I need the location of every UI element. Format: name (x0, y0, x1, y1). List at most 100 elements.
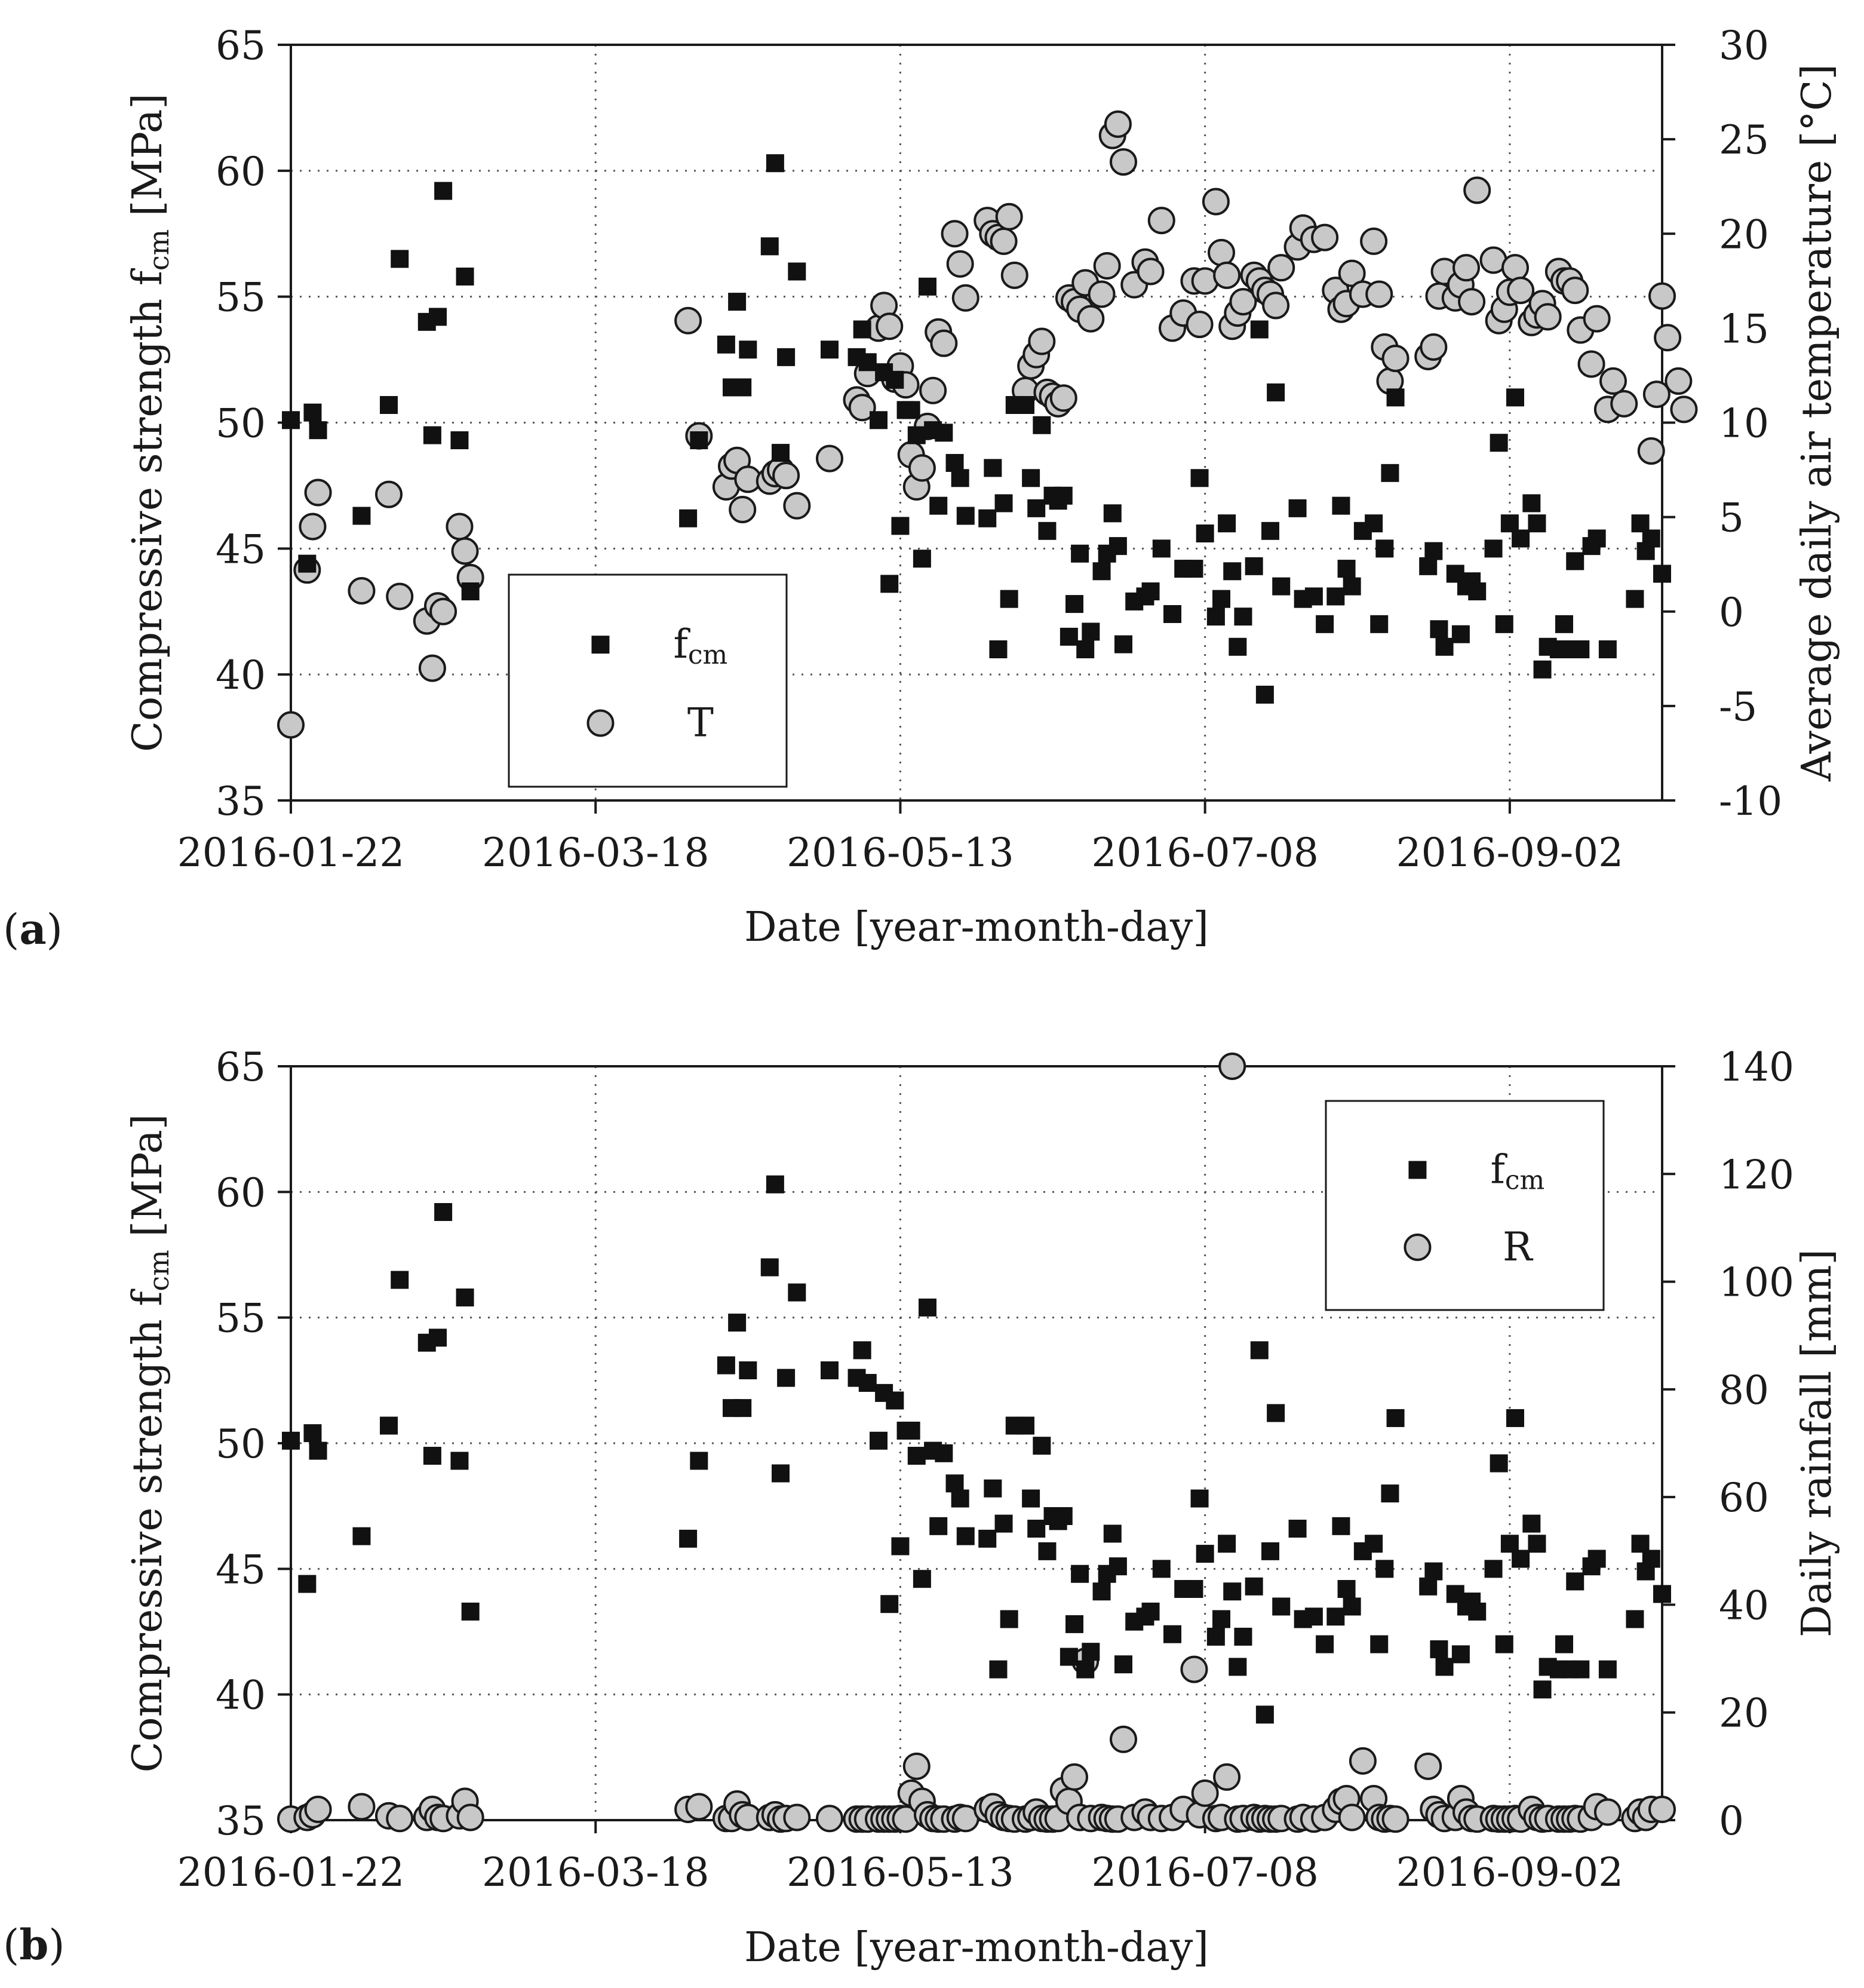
data-point-circle (1458, 288, 1486, 316)
data-point-square (1054, 486, 1073, 505)
data-point-square (1566, 1572, 1584, 1591)
data-point-square (1027, 1520, 1046, 1538)
grid (291, 45, 1662, 800)
data-point-square (1653, 1585, 1671, 1603)
data-point-square (821, 1361, 839, 1380)
data-point-square (772, 1464, 790, 1483)
x-tick-label: 2016-03-18 (482, 1849, 710, 1895)
data-point-square (1185, 1579, 1203, 1598)
data-point-square (1571, 640, 1590, 658)
data-point-circle (816, 1805, 843, 1833)
right-y-axis-title: Average daily air temperature [°C] (1794, 64, 1841, 782)
left-y-axis-title: Compressive strength fcm [MPa] (124, 93, 175, 752)
data-point-square (1375, 1560, 1394, 1578)
data-point-square (1332, 496, 1350, 515)
data-point-circle (946, 250, 974, 278)
data-point-square (1108, 1557, 1127, 1576)
data-point-square (1642, 529, 1660, 548)
data-point-square (891, 517, 910, 535)
data-point-square (461, 1602, 480, 1621)
data-point-square (1017, 395, 1034, 414)
x-tick-label: 2016-03-18 (482, 830, 710, 876)
panel-label: (a) (3, 904, 63, 954)
legend-marker-square (591, 636, 610, 654)
data-point-square (858, 353, 877, 372)
data-point-circle (375, 480, 403, 508)
series-f_cm (282, 1175, 1671, 1724)
data-point-square (1076, 640, 1095, 658)
data-point-circle (1186, 311, 1214, 339)
data-point-circle (674, 306, 702, 335)
data-point-circle (451, 537, 479, 565)
data-point-circle (1093, 252, 1121, 280)
legend-label: T (687, 700, 714, 746)
data-point-square (777, 1369, 796, 1387)
data-point-square (1261, 1542, 1279, 1560)
data-point-circle (919, 376, 947, 404)
data-point-square (1229, 1658, 1247, 1676)
data-point-square (380, 395, 398, 414)
x-tick-label: 2016-05-13 (787, 1849, 1014, 1895)
data-point-square (760, 237, 779, 256)
data-point-square (870, 411, 888, 429)
data-point-square (1103, 504, 1122, 523)
data-point-square (1212, 1610, 1230, 1628)
data-point-circle (1665, 367, 1693, 395)
data-point-square (951, 469, 969, 487)
data-point-circle (1610, 389, 1638, 418)
data-point-square (935, 1444, 953, 1462)
data-point-square (1626, 590, 1644, 608)
data-point-square (1141, 582, 1160, 601)
data-point-square (450, 431, 469, 450)
data-point-square (870, 1431, 888, 1450)
data-point-square (434, 182, 453, 200)
data-point-circle (1000, 261, 1028, 289)
data-point-square (945, 453, 964, 472)
data-point-square (978, 509, 997, 527)
right-tick-label: 20 (1719, 1691, 1769, 1737)
data-point-square (1065, 595, 1083, 613)
data-point-square (1326, 1607, 1345, 1626)
data-point-square (391, 250, 409, 268)
data-point-square (1054, 1507, 1073, 1525)
legend-box (1325, 1100, 1605, 1311)
data-point-circle (348, 1793, 376, 1821)
data-point-square (1490, 434, 1508, 452)
data-point-circle (1104, 110, 1132, 138)
data-point-square (1065, 1615, 1083, 1633)
data-point-square (913, 550, 931, 568)
data-point-circle (1420, 333, 1448, 361)
data-point-square (303, 1424, 322, 1443)
left-tick-label: 35 (216, 1798, 266, 1844)
data-point-square (1017, 1416, 1034, 1435)
data-point-square (1038, 1542, 1057, 1560)
data-point-square (1250, 1341, 1269, 1360)
data-point-square (1092, 562, 1111, 581)
data-point-circle (386, 582, 414, 610)
data-point-circle (729, 495, 757, 523)
data-point-circle (1452, 254, 1480, 282)
data-point-circle (1213, 261, 1241, 289)
data-point-circle (304, 478, 332, 507)
data-point-square (1223, 562, 1242, 581)
legend-label: fcm (1490, 1147, 1544, 1196)
data-point-square (1163, 605, 1181, 623)
data-point-square (1332, 1517, 1350, 1535)
data-point-square (1206, 1627, 1225, 1646)
data-point-square (1223, 1582, 1242, 1601)
data-point-square (929, 1517, 948, 1535)
right-tick-label: -5 (1719, 684, 1757, 730)
data-point-square (309, 1441, 327, 1460)
right-tick-label: 0 (1719, 590, 1744, 636)
data-point-square (1163, 1625, 1181, 1643)
data-point-square (951, 1489, 969, 1508)
data-point-square (1060, 627, 1078, 646)
left-tick-label: 50 (216, 1421, 266, 1467)
data-point-square (739, 1361, 757, 1380)
data-point-square (994, 494, 1013, 513)
data-point-square (1512, 529, 1530, 548)
data-point-square (956, 507, 975, 525)
data-point-circle (1213, 1763, 1241, 1791)
x-axis-title: Date [year-month-day] (744, 1924, 1209, 1971)
